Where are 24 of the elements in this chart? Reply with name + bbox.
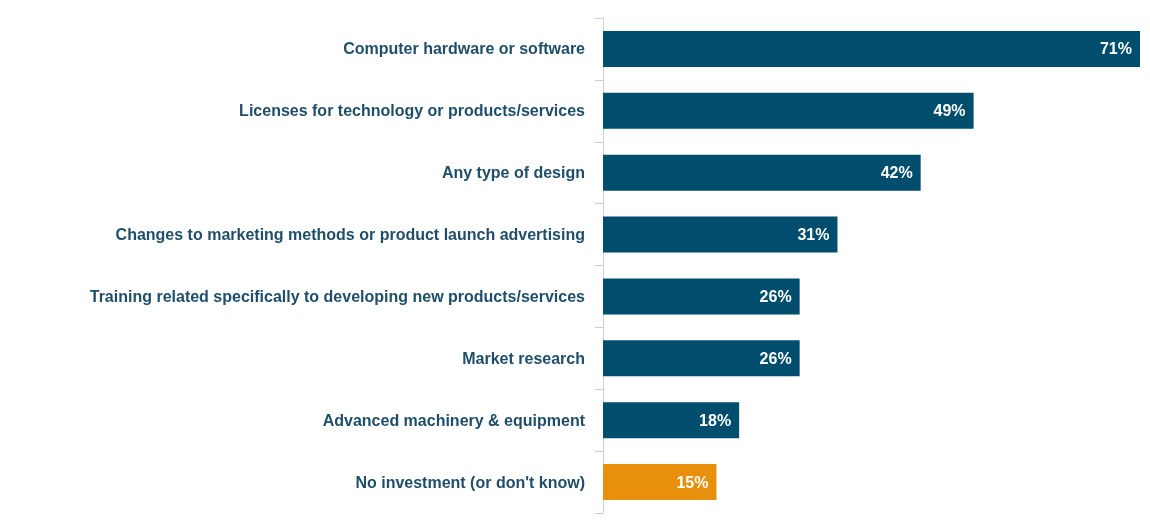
y-tick-label: Market research <box>462 349 585 367</box>
y-tick-label: Training related specifically to developing new products/services <box>89 287 586 305</box>
bar <box>603 216 838 253</box>
data-label: 15% <box>676 473 709 491</box>
y-tick-label: Changes to marketing methods or product launch advertising <box>115 226 585 244</box>
bar <box>603 92 974 129</box>
bar <box>603 402 740 439</box>
bar <box>603 154 921 191</box>
bar <box>603 278 800 315</box>
data-label: 26% <box>759 287 792 305</box>
data-label: 18% <box>699 411 732 429</box>
y-tick-label: Licenses for technology or products/services <box>239 102 586 120</box>
bar <box>603 340 800 377</box>
data-label: 26% <box>759 349 792 367</box>
y-tick-label: Any type of design <box>441 164 585 182</box>
data-label: 31% <box>797 226 830 244</box>
data-label: 49% <box>933 102 966 120</box>
bar <box>603 30 1140 67</box>
data-label: 42% <box>880 164 913 182</box>
y-tick-label: Computer hardware or software <box>343 40 586 58</box>
y-tick-label: Advanced machinery & equipment <box>322 411 586 429</box>
bar <box>603 464 717 501</box>
data-label: 71% <box>1099 40 1132 58</box>
y-tick-label: No investment (or don't know) <box>355 473 585 491</box>
